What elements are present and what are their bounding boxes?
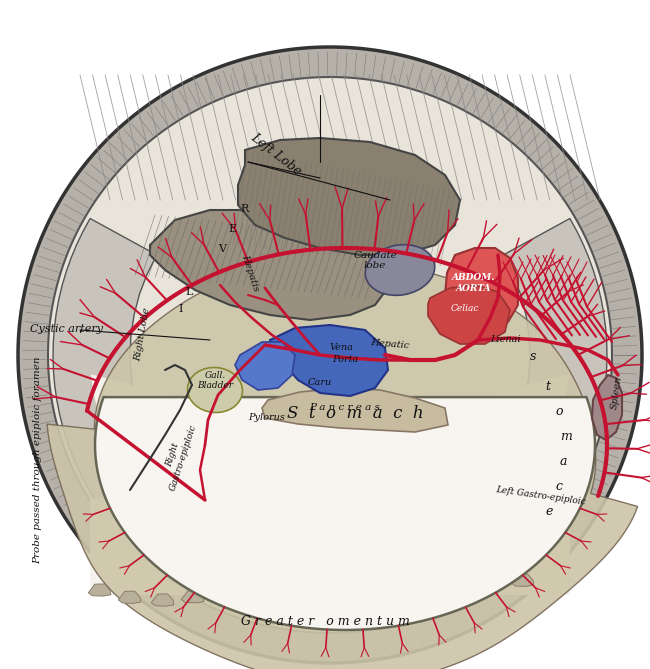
Polygon shape <box>270 325 388 396</box>
Polygon shape <box>95 397 595 630</box>
Text: P a n c r e a s: P a n c r e a s <box>309 403 380 412</box>
Polygon shape <box>262 388 448 432</box>
Text: Caru: Caru <box>308 378 332 387</box>
Text: o: o <box>555 405 562 418</box>
Text: m: m <box>560 430 572 443</box>
Polygon shape <box>238 138 460 255</box>
Polygon shape <box>445 248 518 330</box>
Text: Right Lobe: Right Lobe <box>133 307 151 362</box>
Ellipse shape <box>365 245 435 295</box>
Text: Gall.
Bladder: Gall. Bladder <box>197 371 233 390</box>
Text: Hepatis: Hepatis <box>240 253 261 292</box>
Text: e: e <box>545 505 552 518</box>
Polygon shape <box>90 374 570 595</box>
Text: s: s <box>530 350 536 363</box>
Text: G r e a t e r   o m e n t u m: G r e a t e r o m e n t u m <box>240 615 410 628</box>
Text: V: V <box>218 244 226 254</box>
Text: Left Gastro-epiploic: Left Gastro-epiploic <box>495 486 586 507</box>
Polygon shape <box>272 574 295 586</box>
Polygon shape <box>326 585 349 597</box>
Text: Caudate
lobe: Caudate lobe <box>353 251 397 270</box>
Polygon shape <box>297 577 320 590</box>
Polygon shape <box>592 375 622 440</box>
Polygon shape <box>475 575 498 588</box>
Text: Left Lobe: Left Lobe <box>248 130 304 178</box>
Text: Probe passed through epiploic foramen: Probe passed through epiploic foramen <box>34 357 42 564</box>
Polygon shape <box>88 584 111 596</box>
Text: Lienai: Lienai <box>490 335 521 344</box>
Text: S  t  o  m  a  c  h: S t o m a c h <box>287 405 423 422</box>
Polygon shape <box>422 590 445 602</box>
Text: Cystic artery: Cystic artery <box>30 324 103 334</box>
Polygon shape <box>512 574 534 586</box>
Text: R: R <box>240 204 248 214</box>
Polygon shape <box>48 77 612 633</box>
Polygon shape <box>358 592 381 604</box>
Text: Pylorus: Pylorus <box>248 413 285 422</box>
Text: Vena: Vena <box>330 343 354 352</box>
Polygon shape <box>47 260 638 669</box>
Polygon shape <box>18 47 642 663</box>
Text: I: I <box>178 304 183 314</box>
Text: Spleen: Spleen <box>610 375 624 410</box>
Polygon shape <box>449 582 472 594</box>
Text: ABDOM.
AORTA: ABDOM. AORTA <box>451 274 495 293</box>
Polygon shape <box>181 591 204 603</box>
Text: t: t <box>545 380 550 393</box>
Polygon shape <box>150 210 390 320</box>
Polygon shape <box>53 219 607 628</box>
Text: Hepatic: Hepatic <box>370 338 410 350</box>
Text: Right
Gastro-epiploic: Right Gastro-epiploic <box>158 420 198 492</box>
Text: E: E <box>228 224 236 234</box>
Text: c: c <box>555 480 562 493</box>
Polygon shape <box>428 285 510 344</box>
Text: Celiac: Celiac <box>451 304 479 312</box>
Text: a: a <box>560 455 567 468</box>
Polygon shape <box>235 342 295 390</box>
Polygon shape <box>210 583 233 595</box>
Polygon shape <box>151 594 174 606</box>
Polygon shape <box>392 594 415 606</box>
Polygon shape <box>118 591 141 603</box>
Text: Porta: Porta <box>332 355 358 364</box>
Text: L: L <box>185 287 192 297</box>
Ellipse shape <box>188 367 242 413</box>
Polygon shape <box>236 577 259 589</box>
